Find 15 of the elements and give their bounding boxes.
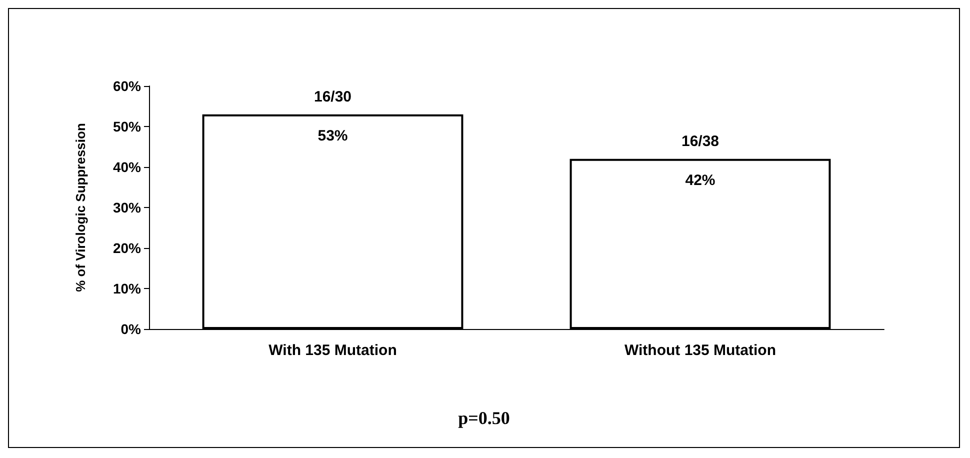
y-tick-label: 20%	[112, 240, 142, 256]
data-label: 53%	[318, 127, 348, 144]
x-tick-label: Without 135 Mutation	[624, 342, 776, 359]
y-tick-label: 30%	[112, 200, 142, 216]
annotation: 16/38	[681, 132, 720, 150]
text: p=0.50	[458, 408, 510, 428]
data-label: 42%	[685, 172, 716, 189]
y-tick-label: 50%	[112, 118, 142, 134]
y-tick-label: 40%	[112, 159, 142, 175]
y-tick-label: 60%	[112, 78, 142, 94]
annotation: 16/30	[314, 88, 352, 106]
x-tick-label: With 135 Mutation	[268, 342, 397, 359]
y-tick-label: 0%	[120, 321, 142, 337]
y-axis-title: % of Virologic Suppression	[73, 123, 88, 292]
y-tick-label: 10%	[112, 280, 142, 296]
